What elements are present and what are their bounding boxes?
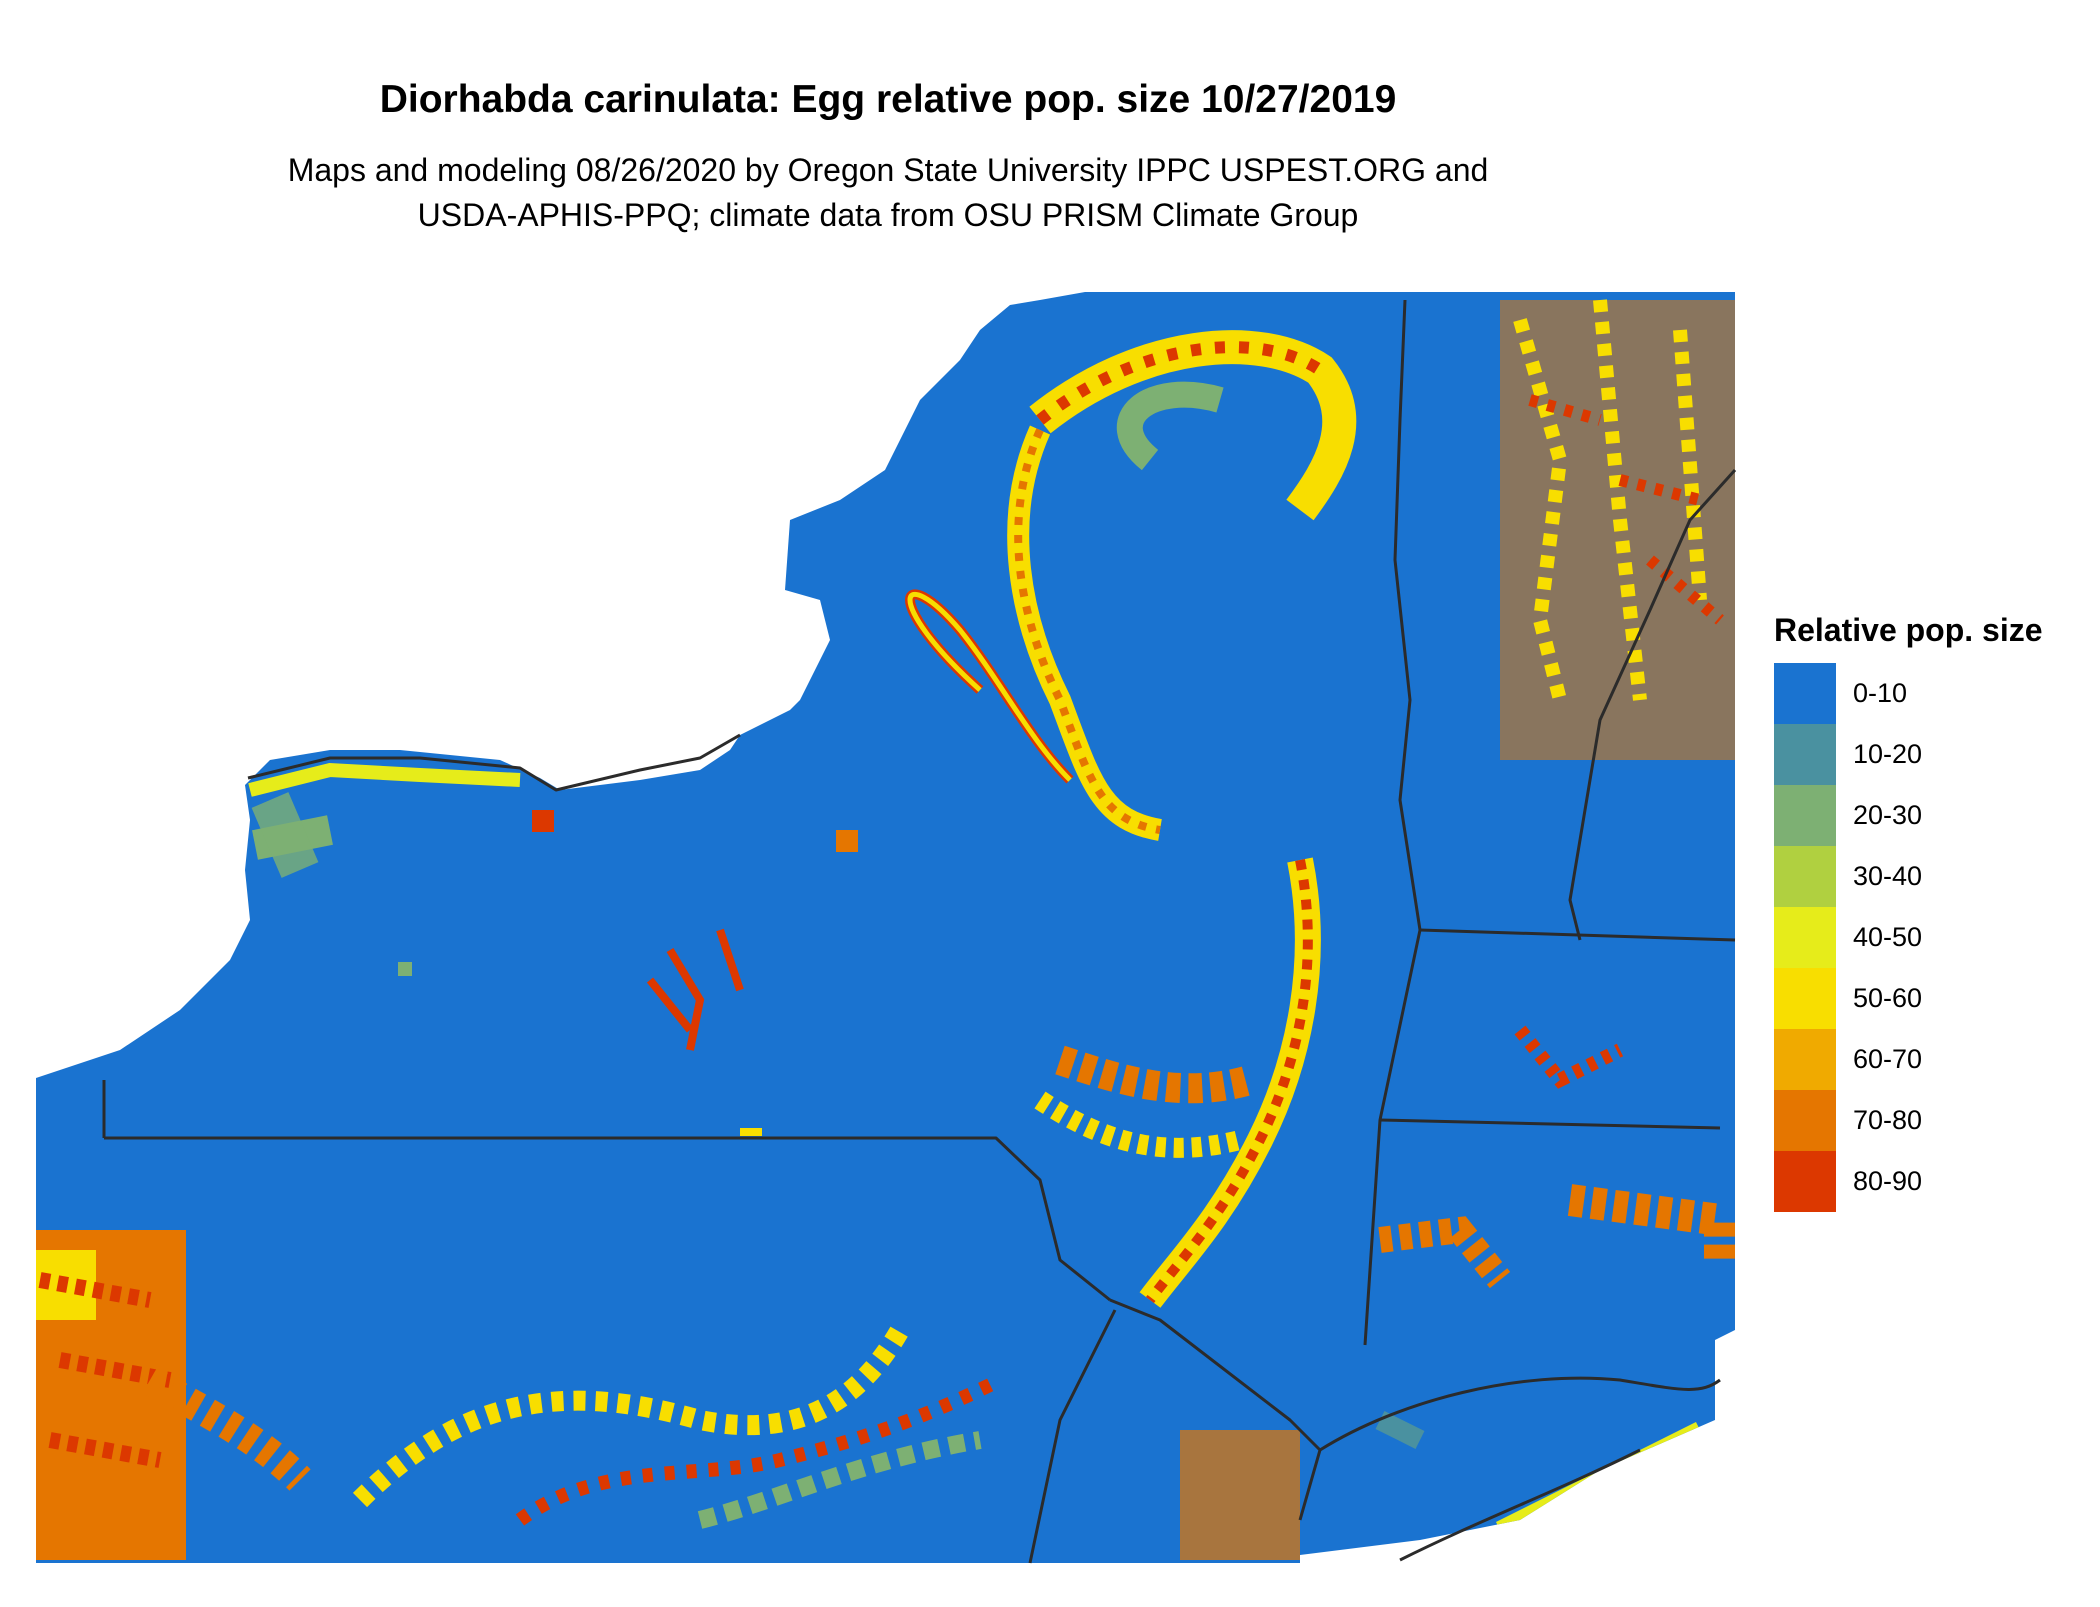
legend-label: 30-40 — [1853, 861, 1923, 891]
legend-row: 30-40 — [1774, 846, 2043, 907]
legend-label: 60-70 — [1853, 1044, 1923, 1074]
border-long-island — [1319, 1376, 1721, 1452]
border-ny-vt — [1393, 299, 1422, 931]
legend-row: 80-90 — [1774, 1151, 2043, 1212]
hotspot-newjersey — [1180, 1430, 1300, 1560]
legend-row: 0-10 — [1774, 663, 2043, 724]
legend-row: 10-20 — [1774, 724, 2043, 785]
legend-items: 0-10 10-20 20-30 30-40 40-50 50-60 60-70 70-80 8… — [1774, 663, 2043, 1212]
legend-row: 60-70 — [1774, 1029, 2043, 1090]
legend-swatch — [1774, 724, 1836, 785]
legend-swatch — [1774, 1029, 1836, 1090]
hotspot-ontario-shore — [248, 762, 521, 797]
legend-swatch — [1774, 907, 1836, 968]
spot — [532, 810, 554, 832]
map-title: Diorhabda carinulata: Egg relative pop. … — [379, 78, 1397, 121]
legend-label: 50-60 — [1853, 983, 1923, 1013]
legend-swatch — [1774, 968, 1836, 1029]
legend: Relative pop. size 0-10 10-20 20-30 30-40 40… — [1774, 612, 2043, 1212]
legend-swatch — [1774, 1090, 1836, 1151]
border-vt-nh — [1568, 468, 1737, 941]
border-ma-ct — [1379, 1118, 1721, 1130]
hotspot-connecticut — [1378, 1216, 1511, 1289]
legend-label: 20-30 — [1853, 800, 1923, 830]
legend-swatch — [1774, 663, 1836, 724]
legend-row: 50-60 — [1774, 968, 2043, 1029]
border-ny-canada — [247, 733, 741, 792]
subtitle-line-2: USDA-APHIS-PPQ; climate data from OSU PR… — [417, 197, 1359, 233]
map-subtitle: Maps and modeling 08/26/2020 by Oregon S… — [0, 148, 1776, 238]
state-borders — [102, 299, 1737, 1564]
legend-swatch — [1774, 785, 1836, 846]
land-area — [36, 292, 1735, 1563]
legend-row: 40-50 — [1774, 907, 2043, 968]
legend-row: 70-80 — [1774, 1090, 2043, 1151]
subtitle-line-1: Maps and modeling 08/26/2020 by Oregon S… — [287, 152, 1489, 188]
legend-label: 40-50 — [1853, 922, 1923, 952]
legend-label: 80-90 — [1853, 1166, 1923, 1196]
legend-row: 20-30 — [1774, 785, 2043, 846]
legend-swatch — [1774, 846, 1836, 907]
border-ny-pa — [104, 1136, 1111, 1302]
legend-label: 10-20 — [1853, 739, 1923, 769]
legend-swatch — [1774, 1151, 1836, 1212]
legend-label: 70-80 — [1853, 1105, 1923, 1135]
legend-title: Relative pop. size — [1774, 612, 2043, 648]
border-pa-nj — [1028, 1309, 1117, 1564]
border-nj — [1109, 1298, 1322, 1521]
legend-label: 0-10 — [1853, 678, 1908, 708]
